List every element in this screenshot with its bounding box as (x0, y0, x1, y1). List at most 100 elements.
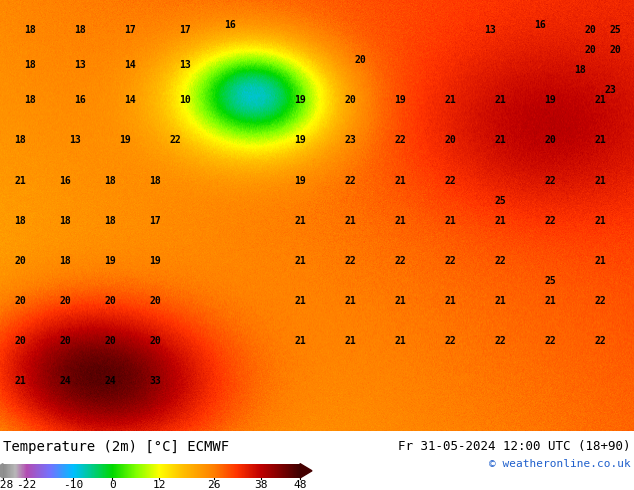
Text: 17: 17 (179, 25, 191, 35)
Text: 18: 18 (59, 216, 71, 225)
Text: 21: 21 (494, 296, 506, 306)
Text: 19: 19 (149, 256, 161, 266)
Text: 16: 16 (74, 95, 86, 105)
Text: 18: 18 (74, 25, 86, 35)
Text: 19: 19 (119, 135, 131, 146)
Text: 21: 21 (394, 216, 406, 225)
Text: 25: 25 (494, 196, 506, 206)
Text: 21: 21 (294, 336, 306, 346)
Text: 22: 22 (169, 135, 181, 146)
Text: 18: 18 (14, 216, 26, 225)
Text: 20: 20 (104, 296, 116, 306)
Text: Temperature (2m) [°C] ECMWF: Temperature (2m) [°C] ECMWF (3, 440, 229, 454)
Text: 20: 20 (59, 296, 71, 306)
Text: 21: 21 (294, 296, 306, 306)
Text: 21: 21 (594, 135, 606, 146)
Text: 22: 22 (444, 256, 456, 266)
Text: 19: 19 (294, 175, 306, 186)
Text: 21: 21 (494, 216, 506, 225)
Text: 16: 16 (534, 20, 546, 30)
Text: Fr 31-05-2024 12:00 UTC (18+90): Fr 31-05-2024 12:00 UTC (18+90) (399, 440, 631, 453)
Polygon shape (0, 464, 3, 478)
Text: 18: 18 (104, 216, 116, 225)
Text: 18: 18 (574, 65, 586, 75)
Text: 14: 14 (124, 95, 136, 105)
Text: 17: 17 (149, 216, 161, 225)
Text: 20: 20 (59, 336, 71, 346)
Text: 14: 14 (124, 60, 136, 70)
Text: -28: -28 (0, 480, 13, 490)
Text: 13: 13 (484, 25, 496, 35)
Text: 0: 0 (109, 480, 116, 490)
Text: 21: 21 (344, 216, 356, 225)
Text: 16: 16 (224, 20, 236, 30)
Text: 22: 22 (444, 336, 456, 346)
Text: 24: 24 (104, 376, 116, 386)
Text: 21: 21 (594, 175, 606, 186)
Text: 20: 20 (14, 296, 26, 306)
Text: 22: 22 (394, 256, 406, 266)
Text: 20: 20 (104, 336, 116, 346)
Text: 12: 12 (153, 480, 166, 490)
Text: 22: 22 (494, 256, 506, 266)
Text: 21: 21 (344, 336, 356, 346)
Text: 21: 21 (344, 296, 356, 306)
Text: © weatheronline.co.uk: © weatheronline.co.uk (489, 459, 631, 469)
Text: 21: 21 (494, 95, 506, 105)
Text: 20: 20 (14, 256, 26, 266)
Text: 18: 18 (149, 175, 161, 186)
Text: -10: -10 (63, 480, 84, 490)
Text: 22: 22 (594, 336, 606, 346)
Text: 23: 23 (344, 135, 356, 146)
Text: 21: 21 (594, 95, 606, 105)
Text: 21: 21 (294, 216, 306, 225)
Polygon shape (300, 464, 312, 478)
Text: 20: 20 (444, 135, 456, 146)
Text: 21: 21 (444, 296, 456, 306)
Text: 26: 26 (207, 480, 221, 490)
Text: 21: 21 (394, 336, 406, 346)
Text: 33: 33 (149, 376, 161, 386)
Text: 18: 18 (24, 60, 36, 70)
Text: 20: 20 (14, 336, 26, 346)
Text: 22: 22 (544, 175, 556, 186)
Text: 21: 21 (444, 95, 456, 105)
Text: 10: 10 (179, 95, 191, 105)
Text: 20: 20 (609, 45, 621, 55)
Text: 24: 24 (59, 376, 71, 386)
Text: 25: 25 (544, 276, 556, 286)
Text: 22: 22 (544, 216, 556, 225)
Text: 22: 22 (344, 256, 356, 266)
Text: 20: 20 (149, 296, 161, 306)
Text: 19: 19 (394, 95, 406, 105)
Text: 22: 22 (594, 296, 606, 306)
Text: 20: 20 (344, 95, 356, 105)
Text: 19: 19 (294, 95, 306, 105)
Text: 21: 21 (14, 175, 26, 186)
Text: 25: 25 (609, 25, 621, 35)
Text: 20: 20 (544, 135, 556, 146)
Text: 22: 22 (394, 135, 406, 146)
Text: 18: 18 (24, 95, 36, 105)
Text: 21: 21 (394, 175, 406, 186)
Text: 13: 13 (74, 60, 86, 70)
Text: 21: 21 (594, 256, 606, 266)
Text: 48: 48 (294, 480, 307, 490)
Text: 23: 23 (604, 85, 616, 95)
Text: 20: 20 (584, 45, 596, 55)
Text: 17: 17 (124, 25, 136, 35)
Text: 21: 21 (444, 216, 456, 225)
Text: 21: 21 (294, 256, 306, 266)
Text: 21: 21 (14, 376, 26, 386)
Text: 22: 22 (494, 336, 506, 346)
Text: 18: 18 (104, 175, 116, 186)
Text: 22: 22 (344, 175, 356, 186)
Text: 18: 18 (14, 135, 26, 146)
Text: 20: 20 (584, 25, 596, 35)
Text: 38: 38 (254, 480, 268, 490)
Text: 21: 21 (494, 135, 506, 146)
Text: 19: 19 (104, 256, 116, 266)
Text: 16: 16 (59, 175, 71, 186)
Text: 18: 18 (24, 25, 36, 35)
Text: 21: 21 (394, 296, 406, 306)
